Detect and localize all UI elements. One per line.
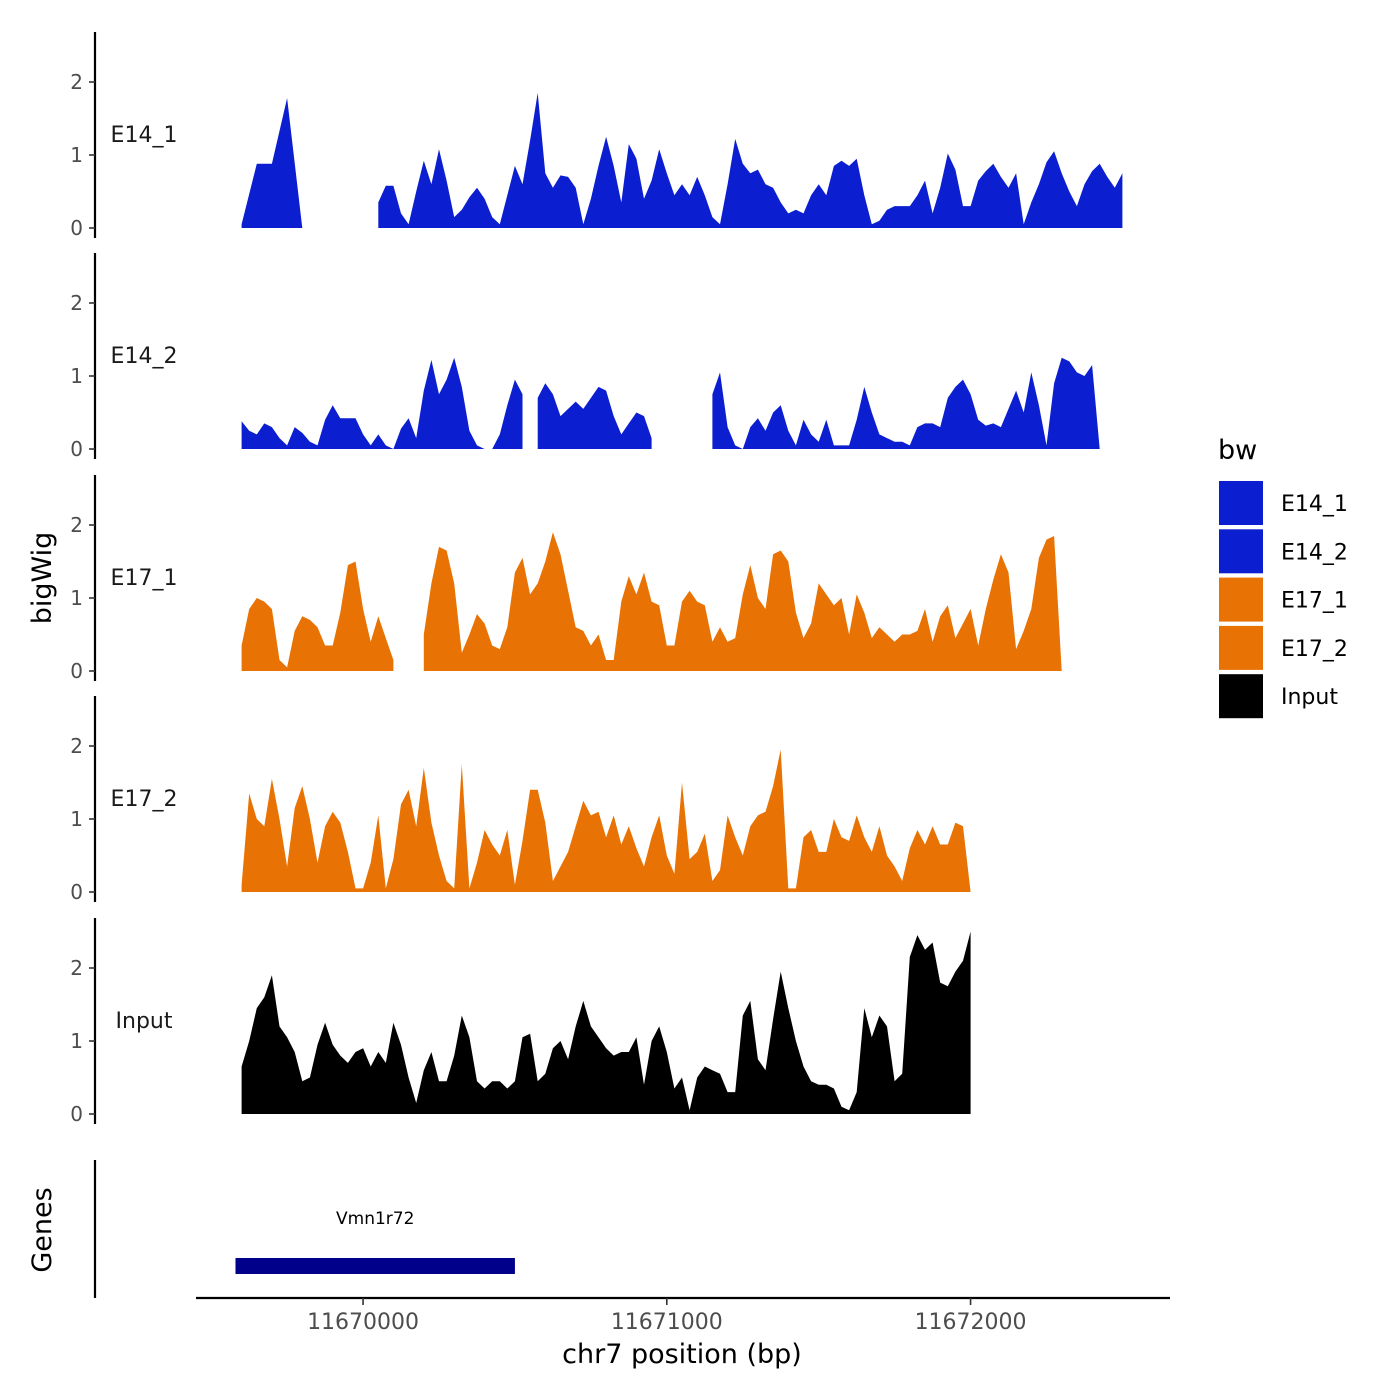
x-tick-label: 11671000 xyxy=(611,1310,723,1335)
track-label-Input: Input xyxy=(116,1009,173,1034)
y-tick-label: 0 xyxy=(70,437,83,461)
y-axis-title: bigWig xyxy=(27,532,58,625)
y-tick-label: 2 xyxy=(70,513,83,537)
legend-key-E14_2 xyxy=(1219,529,1263,574)
y-tick-label: 2 xyxy=(70,956,83,980)
y-tick-label: 1 xyxy=(70,586,83,610)
y-tick-label: 1 xyxy=(70,364,83,388)
signal-area-E14_2 xyxy=(241,357,523,449)
y-tick-label: 1 xyxy=(70,143,83,167)
track-label-E17_1: E17_1 xyxy=(111,566,178,591)
signal-area-E17_2 xyxy=(241,749,1123,892)
gene-label-Vmn1r72: Vmn1r72 xyxy=(336,1209,414,1229)
track-panel-Input: 0 1 2 Input xyxy=(70,918,971,1126)
genes-panel: Vmn1r72 xyxy=(93,1160,515,1298)
signal-area-E14_1 xyxy=(378,92,1123,229)
track-panels: 0 1 2 E14_1 0 1 2 E14_2 0 1 2 E17_1 0 1 2 E17_2 0 1 2 Input xyxy=(70,32,1123,1126)
y-tick-label: 2 xyxy=(70,291,83,315)
track-panel-E17_2: 0 1 2 E17_2 xyxy=(70,696,1123,904)
track-label-E14_1: E14_1 xyxy=(111,123,178,148)
x-axis-title: chr7 position (bp) xyxy=(562,1339,802,1370)
x-axis: 11670000 11671000 11672000 xyxy=(196,1296,1170,1335)
y-tick-label: 2 xyxy=(70,70,83,94)
legend-key-Input xyxy=(1219,674,1263,719)
y-tick-label: 0 xyxy=(70,216,83,240)
y-tick-label: 1 xyxy=(70,1029,83,1053)
signal-area-Input xyxy=(241,931,971,1114)
legend-label-E14_2: E14_2 xyxy=(1281,540,1348,565)
legend-key-E17_2 xyxy=(1219,625,1263,670)
legend-label-E14_1: E14_1 xyxy=(1281,492,1348,517)
signal-area-E17_1 xyxy=(423,532,1123,671)
signal-area-E17_1 xyxy=(241,561,394,671)
legend: bw E14_1 E14_2 E17_1 E17_2 Input xyxy=(1218,435,1348,719)
track-panel-E14_2: 0 1 2 E14_2 xyxy=(70,253,1123,461)
y-tick-label: 0 xyxy=(70,1102,83,1126)
track-panel-E14_1: 0 1 2 E14_1 xyxy=(70,32,1123,240)
track-panel-E17_1: 0 1 2 E17_1 xyxy=(70,475,1123,683)
y-tick-label: 1 xyxy=(70,807,83,831)
signal-area-E14_1 xyxy=(241,98,303,228)
y-tick-label: 0 xyxy=(70,880,83,904)
legend-key-E14_1 xyxy=(1219,481,1263,525)
signal-area-E14_2 xyxy=(712,357,1123,449)
legend-label-E17_2: E17_2 xyxy=(1281,637,1348,662)
x-tick-label: 11670000 xyxy=(307,1310,419,1335)
legend-key-E17_1 xyxy=(1219,577,1263,622)
signal-area-E14_2 xyxy=(537,383,652,449)
track-label-E17_2: E17_2 xyxy=(111,787,178,812)
gene-body-Vmn1r72 xyxy=(235,1258,515,1274)
y-tick-label: 0 xyxy=(70,659,83,683)
legend-label-E17_1: E17_1 xyxy=(1281,589,1348,614)
y-tick-label: 2 xyxy=(70,734,83,758)
genes-axis-title: Genes xyxy=(27,1187,58,1272)
track-label-E14_2: E14_2 xyxy=(111,344,178,369)
legend-label-Input: Input xyxy=(1281,685,1338,710)
x-tick-label: 11672000 xyxy=(915,1310,1027,1335)
legend-title: bw xyxy=(1218,435,1257,466)
